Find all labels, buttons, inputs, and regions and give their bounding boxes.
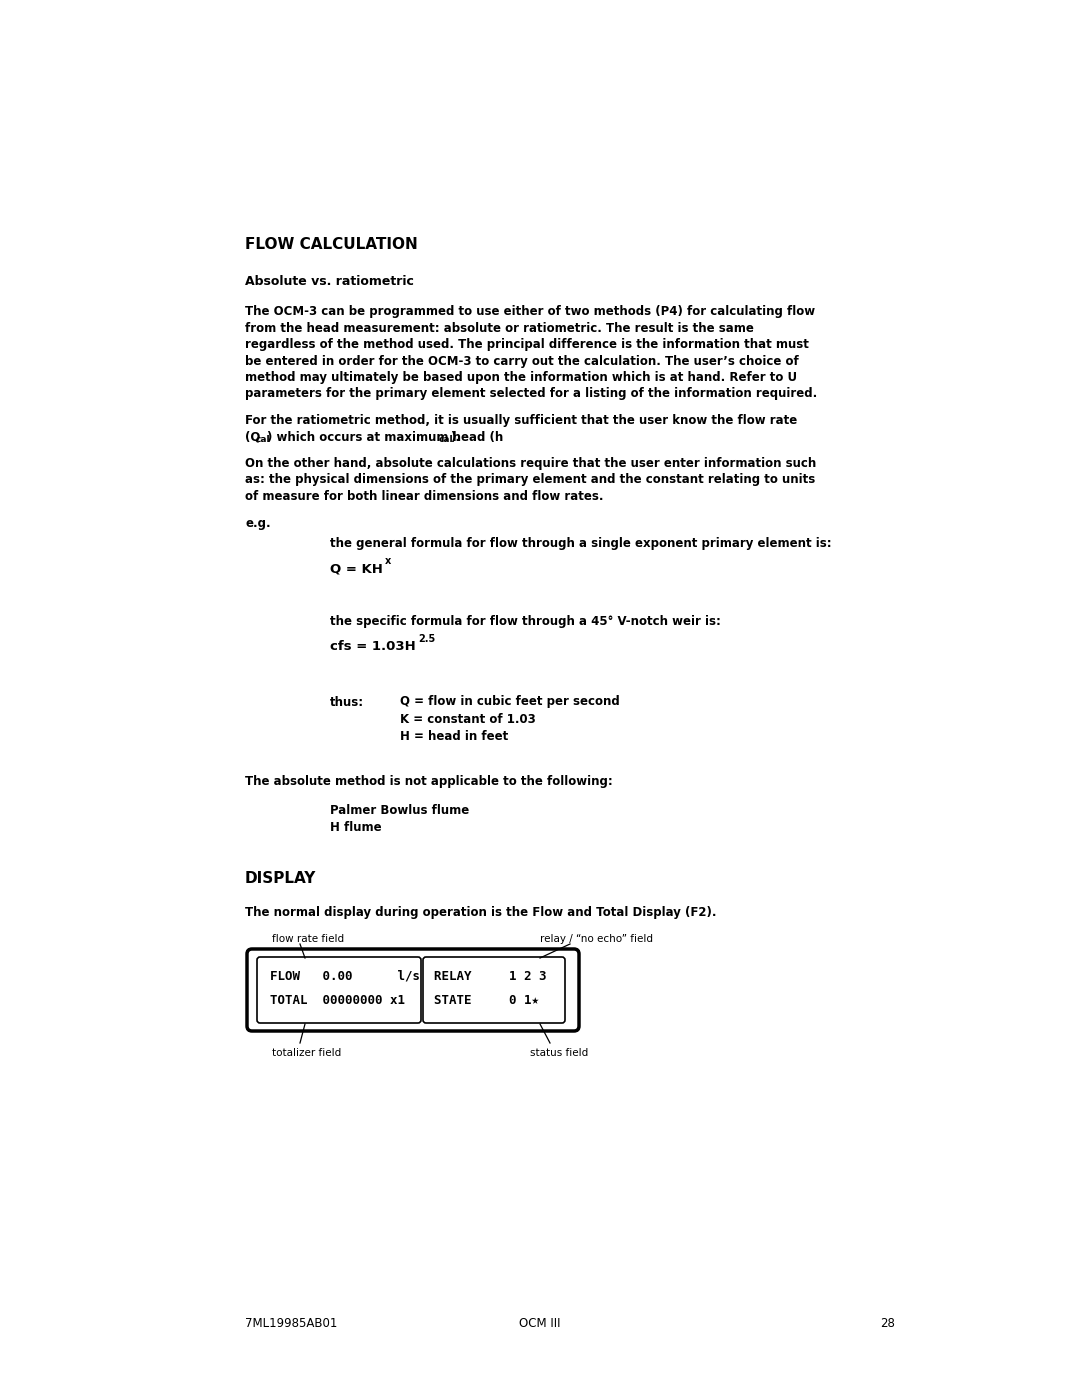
- Text: FLOW CALCULATION: FLOW CALCULATION: [245, 237, 418, 251]
- Text: H = head in feet: H = head in feet: [400, 731, 509, 743]
- Text: Palmer Bowlus flume: Palmer Bowlus flume: [330, 803, 469, 816]
- Text: regardless of the method used. The principal difference is the information that : regardless of the method used. The princ…: [245, 338, 809, 351]
- FancyBboxPatch shape: [423, 957, 565, 1023]
- Text: cal: cal: [438, 434, 453, 443]
- Text: thus:: thus:: [330, 696, 364, 708]
- Text: the specific formula for flow through a 45° V-notch weir is:: the specific formula for flow through a …: [330, 615, 720, 627]
- Text: OCM III: OCM III: [519, 1317, 561, 1330]
- Text: ) which occurs at maximum head (h: ) which occurs at maximum head (h: [268, 430, 503, 443]
- FancyBboxPatch shape: [257, 957, 421, 1023]
- Text: FLOW   0.00      l/s: FLOW 0.00 l/s: [270, 970, 420, 982]
- Text: RELAY     1 2 3: RELAY 1 2 3: [434, 970, 546, 982]
- Text: ).: ).: [450, 430, 460, 443]
- Text: The OCM-3 can be programmed to use either of two methods (P4) for calculating fl: The OCM-3 can be programmed to use eithe…: [245, 305, 815, 319]
- Text: Q = flow in cubic feet per second: Q = flow in cubic feet per second: [400, 696, 620, 708]
- Text: K = constant of 1.03: K = constant of 1.03: [400, 712, 536, 726]
- Text: Q = KH: Q = KH: [330, 563, 383, 576]
- Text: totalizer field: totalizer field: [272, 1048, 341, 1058]
- Text: The normal display during operation is the Flow and Total Display (F2).: The normal display during operation is t…: [245, 907, 716, 919]
- Text: DISPLAY: DISPLAY: [245, 870, 316, 886]
- Text: 2.5: 2.5: [418, 634, 435, 644]
- Text: e.g.: e.g.: [245, 517, 271, 529]
- Text: from the head measurement: absolute or ratiometric. The result is the same: from the head measurement: absolute or r…: [245, 321, 754, 334]
- Text: Absolute vs. ratiometric: Absolute vs. ratiometric: [245, 275, 414, 288]
- Text: STATE     0 1★: STATE 0 1★: [434, 995, 539, 1007]
- Text: relay / “no echo” field: relay / “no echo” field: [540, 935, 653, 944]
- Text: x: x: [384, 556, 391, 567]
- Text: (Q: (Q: [245, 430, 260, 443]
- Text: status field: status field: [530, 1048, 589, 1058]
- Text: of measure for both linear dimensions and flow rates.: of measure for both linear dimensions an…: [245, 490, 604, 503]
- Text: as: the physical dimensions of the primary element and the constant relating to : as: the physical dimensions of the prima…: [245, 474, 815, 486]
- Text: For the ratiometric method, it is usually sufficient that the user know the flow: For the ratiometric method, it is usuall…: [245, 414, 797, 427]
- Text: 28: 28: [880, 1317, 895, 1330]
- Text: TOTAL  00000000 x1: TOTAL 00000000 x1: [270, 995, 405, 1007]
- Text: 7ML19985AB01: 7ML19985AB01: [245, 1317, 337, 1330]
- Text: cfs = 1.03H: cfs = 1.03H: [330, 640, 416, 654]
- Text: parameters for the primary element selected for a listing of the information req: parameters for the primary element selec…: [245, 387, 818, 401]
- Text: be entered in order for the OCM-3 to carry out the calculation. The user’s choic: be entered in order for the OCM-3 to car…: [245, 355, 799, 367]
- Text: The absolute method is not applicable to the following:: The absolute method is not applicable to…: [245, 775, 612, 788]
- Text: H flume: H flume: [330, 821, 381, 834]
- Text: On the other hand, absolute calculations require that the user enter information: On the other hand, absolute calculations…: [245, 457, 816, 469]
- Text: flow rate field: flow rate field: [272, 935, 345, 944]
- Text: method may ultimately be based upon the information which is at hand. Refer to U: method may ultimately be based upon the …: [245, 372, 797, 384]
- FancyBboxPatch shape: [247, 949, 579, 1031]
- Text: cal: cal: [255, 434, 270, 443]
- Text: the general formula for flow through a single exponent primary element is:: the general formula for flow through a s…: [330, 536, 832, 549]
